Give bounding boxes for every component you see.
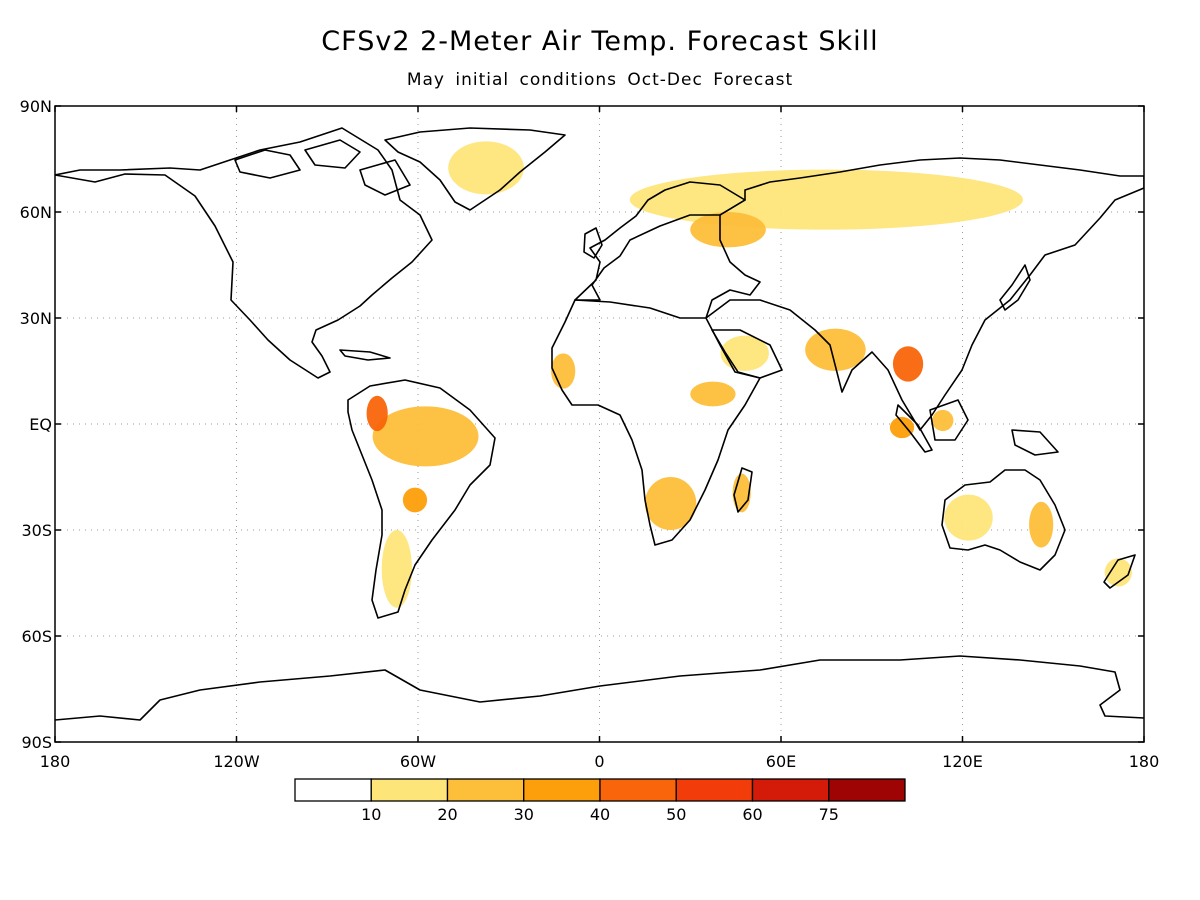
skill-region bbox=[944, 494, 993, 541]
colorbar-label: 50 bbox=[666, 805, 686, 824]
coastline-borneo bbox=[929, 399, 969, 441]
colorbar: 10 20 30 40 50 60 75 bbox=[294, 778, 906, 824]
coastline-europe bbox=[574, 181, 746, 301]
lat-tick-label: 90S bbox=[21, 733, 52, 752]
colorbar-label: 75 bbox=[819, 805, 839, 824]
lat-tick-label: 30N bbox=[20, 309, 52, 328]
coastline-japan bbox=[999, 264, 1031, 311]
skill-region bbox=[372, 406, 479, 467]
coastline-new-zealand bbox=[1103, 554, 1136, 589]
coastline-africa bbox=[551, 299, 761, 546]
skill-region bbox=[690, 212, 766, 248]
lon-tick-label: 120E bbox=[942, 752, 983, 771]
skill-region bbox=[889, 416, 915, 439]
coastline-greenland bbox=[384, 127, 566, 211]
skill-region bbox=[932, 409, 954, 432]
skill-region bbox=[1104, 558, 1132, 587]
lon-tick-label: 60E bbox=[766, 752, 796, 771]
colorbar-swatch bbox=[370, 778, 449, 802]
coastline-madagascar bbox=[733, 467, 753, 513]
skill-region bbox=[1029, 501, 1054, 548]
coastline-british-isles bbox=[583, 227, 603, 259]
lon-tick-label: 0 bbox=[594, 752, 604, 771]
skill-region bbox=[892, 346, 924, 382]
lon-tick-label: 180 bbox=[40, 752, 71, 771]
skill-region bbox=[720, 335, 769, 372]
colorbar-swatch bbox=[675, 778, 754, 802]
coastline-south-america bbox=[347, 379, 496, 619]
lat-tick-label: 60S bbox=[21, 627, 52, 646]
coastline-arabia bbox=[711, 329, 783, 379]
skill-region bbox=[381, 530, 412, 608]
colorbar-swatch bbox=[599, 778, 677, 802]
skill-region bbox=[402, 487, 428, 513]
lon-tick-label: 180 bbox=[1129, 752, 1160, 771]
lat-tick-label: 90N bbox=[20, 97, 52, 116]
lat-tick-label: EQ bbox=[29, 415, 52, 434]
map-title: CFSv2 2-Meter Air Temp. Forecast Skill bbox=[321, 26, 879, 57]
colorbar-label: 60 bbox=[742, 805, 762, 824]
skill-region bbox=[448, 141, 524, 195]
colorbar-swatch bbox=[751, 778, 830, 802]
lat-tick-label: 30S bbox=[21, 521, 52, 540]
colorbar-label: 40 bbox=[590, 805, 610, 824]
colorbar-label: 30 bbox=[514, 805, 534, 824]
colorbar-label: 10 bbox=[361, 805, 381, 824]
coastlines bbox=[55, 127, 1144, 721]
colorbar-swatch bbox=[294, 778, 372, 802]
colorbar-swatch bbox=[446, 778, 525, 802]
skill-region bbox=[805, 328, 866, 371]
skill-region bbox=[644, 477, 697, 530]
skill-shading bbox=[366, 141, 1132, 608]
map-subtitle: May initial conditions Oct-Dec Forecast bbox=[406, 70, 794, 90]
lon-tick-label: 120W bbox=[213, 752, 260, 771]
lon-tick-label: 60W bbox=[400, 752, 436, 771]
coastline-arctic-islands bbox=[234, 139, 411, 196]
colorbar-swatch bbox=[828, 778, 906, 802]
coastline-cuba bbox=[339, 349, 391, 361]
coastline-new-guinea bbox=[1011, 429, 1059, 456]
coastline-sumatra bbox=[895, 404, 933, 453]
coastline-north-america bbox=[55, 127, 433, 379]
skill-region bbox=[366, 395, 388, 432]
colorbar-label: 20 bbox=[437, 805, 457, 824]
coastline-antarctica bbox=[55, 655, 1144, 721]
coastline-asia bbox=[705, 157, 1144, 431]
colorbar-swatch bbox=[523, 778, 601, 802]
skill-region bbox=[629, 169, 1023, 230]
skill-region bbox=[551, 353, 576, 389]
coastline-australia bbox=[941, 469, 1066, 571]
skill-region bbox=[690, 381, 736, 407]
lat-tick-label: 60N bbox=[20, 203, 52, 222]
